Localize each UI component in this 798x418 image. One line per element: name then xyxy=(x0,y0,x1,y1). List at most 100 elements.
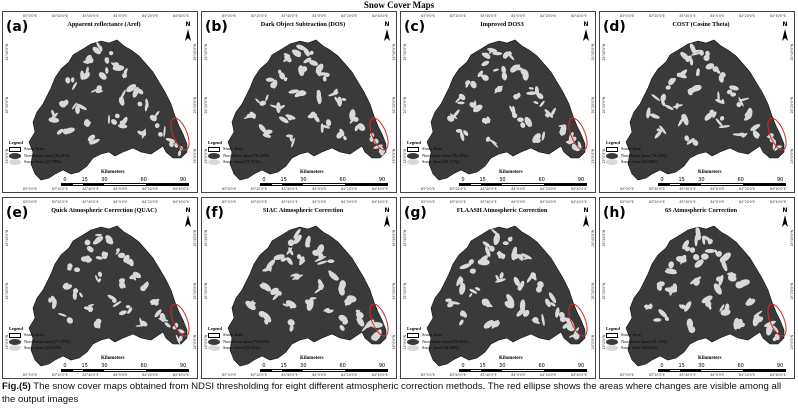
snow-patch xyxy=(469,268,476,274)
snow-patch xyxy=(481,74,489,81)
snow-patch xyxy=(175,334,181,345)
scale-bar-ticks: 0 15 30 60 90 xyxy=(459,363,587,369)
longitude-tick: 84°40'0"E xyxy=(570,187,587,191)
north-arrow: N xyxy=(183,22,193,41)
longitude-tick: 83°20'0"E xyxy=(449,187,466,191)
snow-patch xyxy=(736,101,742,108)
snow-patch xyxy=(331,272,340,280)
snow-patch xyxy=(738,96,744,107)
snow-patch xyxy=(686,138,695,145)
north-arrow: N xyxy=(382,22,392,41)
longitude-tick-labels: 83°0'0"E 83°20'0"E 83°40'0"E 84°0'0"E 84°20'… xyxy=(23,373,189,377)
legend-study-area-label: Study Area xyxy=(24,332,44,338)
longitude-tick: 83°40'0"E xyxy=(679,200,696,204)
snow-patch xyxy=(373,138,379,145)
legend-non-snow-label: Non-Snow Area (73.74%) xyxy=(621,338,667,344)
snow-patch xyxy=(177,150,182,157)
legend-non-snow-swatch xyxy=(9,338,21,345)
scale-bar-tick: 90 xyxy=(179,177,187,183)
scale-bar-tick: 15 xyxy=(280,177,287,183)
snow-patch xyxy=(285,300,297,309)
snow-patch xyxy=(558,311,565,319)
snow-patch xyxy=(651,94,661,101)
longitude-tick: 83°40'0"E xyxy=(281,14,298,18)
snow-patch xyxy=(291,137,295,148)
longitude-tick-labels: 83°0'0"E 83°20'0"E 83°40'0"E 84°0'0"E 84°20'… xyxy=(421,187,587,191)
snow-patch xyxy=(536,92,544,100)
snow-patch xyxy=(95,256,103,260)
snow-patch xyxy=(287,239,295,247)
snow-patch xyxy=(680,51,690,61)
scale-bar-tick: 0 xyxy=(63,363,67,369)
longitude-tick-labels: 83°0'0"E 83°20'0"E 83°40'0"E 84°0'0"E 84°20'… xyxy=(421,200,587,204)
snow-patch xyxy=(354,125,359,132)
legend-study-area-swatch xyxy=(606,146,618,152)
legend-study-area-swatch xyxy=(407,332,419,338)
map-panel: 83°0'0"E 83°20'0"E 83°40'0"E 84°0'0"E 84°20'… xyxy=(599,197,795,379)
scale-bar-ticks: 0 15 30 60 90 xyxy=(61,177,189,183)
non-snow-area xyxy=(426,39,586,181)
scale-bar-tick: 15 xyxy=(81,363,88,369)
longitude-tick: 84°0'0"E xyxy=(511,14,526,18)
snow-patch xyxy=(105,67,109,74)
scale-bar-ticks: 0 15 30 60 90 xyxy=(61,363,189,369)
snow-patch xyxy=(447,300,461,305)
snow-patch xyxy=(517,117,524,122)
longitude-tick: 84°40'0"E xyxy=(172,14,189,18)
snow-patch xyxy=(290,304,294,309)
snow-patch xyxy=(703,54,710,62)
legend-study-area-swatch xyxy=(407,146,419,152)
legend-non-snow: Non-Snow Area (76.29%) xyxy=(407,152,499,160)
snow-patch xyxy=(709,109,715,115)
snow-patch xyxy=(545,298,551,308)
snow-patch xyxy=(481,60,490,67)
snow-patch xyxy=(701,295,713,304)
snow-patch xyxy=(477,258,490,266)
snow-patch xyxy=(344,301,351,306)
snow-patch xyxy=(573,332,580,340)
legend-snow-swatch xyxy=(606,159,618,166)
longitude-tick: 84°0'0"E xyxy=(710,200,725,204)
non-snow-area xyxy=(426,225,586,367)
snow-patch xyxy=(84,239,91,246)
snow-patch xyxy=(499,272,504,279)
snow-patch xyxy=(343,135,347,141)
snow-patch xyxy=(127,307,133,314)
snow-patch xyxy=(374,329,382,341)
longitude-tick: 83°40'0"E xyxy=(281,373,298,377)
snow-patch xyxy=(750,123,761,131)
snow-patch xyxy=(574,145,581,152)
snow-patch xyxy=(70,77,75,83)
longitude-tick: 84°40'0"E xyxy=(172,200,189,204)
snow-cover-map xyxy=(426,225,588,367)
scale-bar-tick: 90 xyxy=(577,363,585,369)
snow-patch xyxy=(701,253,709,260)
snow-patch xyxy=(59,101,65,108)
snow-patch xyxy=(87,134,96,142)
longitude-tick: 83°20'0"E xyxy=(648,187,665,191)
north-arrow: N xyxy=(183,208,193,227)
snow-patch xyxy=(94,233,103,237)
snow-patch xyxy=(680,254,687,262)
legend-non-snow-label: Non-Snow Area (77.87%) xyxy=(24,338,70,344)
snow-patch xyxy=(309,297,317,300)
legend-non-snow-label: Non-Snow Area (76.29%) xyxy=(223,152,269,158)
longitude-tick: 83°0'0"E xyxy=(222,187,237,191)
snow-patch xyxy=(449,113,458,120)
snow-patch xyxy=(528,87,534,90)
longitude-tick: 84°40'0"E xyxy=(769,14,786,18)
snow-patch xyxy=(164,322,171,328)
snow-patch xyxy=(303,57,312,64)
snow-patch xyxy=(278,105,285,110)
snow-patch xyxy=(86,247,93,251)
snow-patch xyxy=(269,104,281,110)
legend-study-area-label: Study Area xyxy=(621,146,641,152)
snow-patch xyxy=(75,105,80,115)
legend: Legend Study Area Non-Snow Area (76.29%) Sn… xyxy=(208,140,300,166)
snow-patch xyxy=(111,119,118,125)
non-snow-area xyxy=(28,39,188,181)
snow-patch xyxy=(141,130,147,137)
snow-patch xyxy=(296,44,306,51)
snow-patch xyxy=(322,76,327,82)
snow-patch xyxy=(296,254,302,260)
